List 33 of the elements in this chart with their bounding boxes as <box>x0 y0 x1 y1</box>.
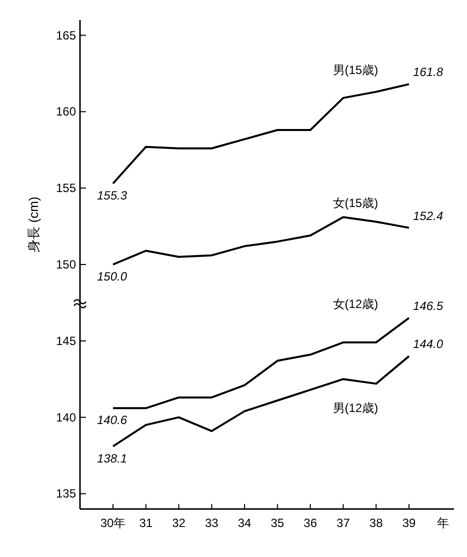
y-tick-label: 165 <box>56 28 76 42</box>
data-label: 140.6 <box>97 413 128 428</box>
x-tick-label: 35 <box>270 516 284 530</box>
x-tick-label: 38 <box>369 516 384 530</box>
line-series <box>112 216 410 266</box>
data-label: 144.0 <box>413 337 444 352</box>
series-label: 女(15歳) <box>332 196 378 210</box>
y-tick-label: 155 <box>56 181 76 196</box>
y-axis-title: 身長 (cm) <box>26 196 41 252</box>
text: 女(12歳) <box>332 296 378 311</box>
x-tick-label: 37 <box>336 516 350 530</box>
data-label: 146.5 <box>413 298 444 313</box>
y-tick-label: 150 <box>56 258 76 272</box>
x-tick-label: 31 <box>139 516 153 530</box>
x-axis-title: 年 <box>437 516 449 530</box>
data-label: 155.3 <box>97 188 128 203</box>
x-tick-label: 36 <box>304 516 318 530</box>
series-label: 男(15歳) <box>332 63 378 78</box>
y-tick-label: 135 <box>56 486 76 501</box>
y-tick-label: 140 <box>56 410 76 424</box>
x-tick-label: 34 <box>238 516 252 530</box>
y-tick-label: 160 <box>56 104 76 119</box>
data-label: 138.1 <box>97 451 128 466</box>
x-tick-label: 33 <box>204 516 219 530</box>
x-tick-label: 39 <box>402 516 416 530</box>
series-label: 男(12歳) <box>332 400 378 415</box>
x-tick-label: 30年 <box>100 516 126 530</box>
data-label: 152.4 <box>413 208 444 223</box>
data-label: 161.8 <box>413 65 444 80</box>
data-label: 150.0 <box>97 270 128 284</box>
x-tick-label: 32 <box>172 516 186 530</box>
line-series <box>112 83 410 185</box>
y-tick-label: 145 <box>56 334 76 348</box>
